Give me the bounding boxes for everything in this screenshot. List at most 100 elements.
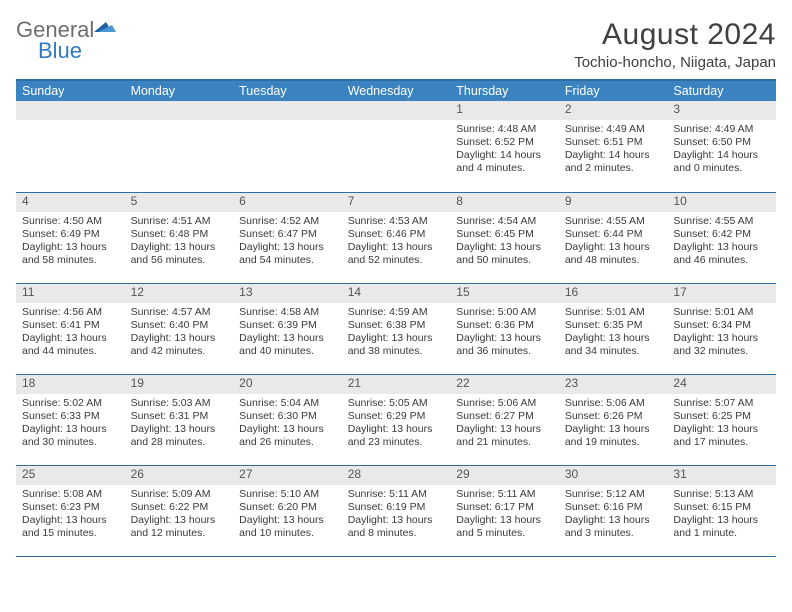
sunrise-text: Sunrise: 5:10 AM <box>239 488 336 501</box>
day-number: 12 <box>125 284 234 303</box>
day-number <box>342 101 451 120</box>
day-details: Sunrise: 4:49 AMSunset: 6:50 PMDaylight:… <box>667 120 776 179</box>
calendar-cell: 12Sunrise: 4:57 AMSunset: 6:40 PMDayligh… <box>125 283 234 374</box>
day-details: Sunrise: 5:01 AMSunset: 6:34 PMDaylight:… <box>667 303 776 362</box>
day-number: 8 <box>450 193 559 212</box>
day-details: Sunrise: 4:49 AMSunset: 6:51 PMDaylight:… <box>559 120 668 179</box>
calendar-cell: 3Sunrise: 4:49 AMSunset: 6:50 PMDaylight… <box>667 101 776 192</box>
daylight-text: Daylight: 13 hours and 40 minutes. <box>239 332 336 358</box>
sunset-text: Sunset: 6:42 PM <box>673 228 770 241</box>
calendar-cell: 21 Sunrise: 5:05 AMSunset: 6:29 PMDayligh… <box>342 374 451 465</box>
day-details: Sunrise: 4:48 AMSunset: 6:52 PMDaylight:… <box>450 120 559 179</box>
calendar-cell: 28Sunrise: 5:11 AMSunset: 6:19 PMDayligh… <box>342 465 451 556</box>
sunrise-text: Sunrise: 4:55 AM <box>565 215 662 228</box>
calendar-body: 1Sunrise: 4:48 AMSunset: 6:52 PMDaylight… <box>16 101 776 557</box>
daylight-text: Daylight: 13 hours and 50 minutes. <box>456 241 553 267</box>
calendar-cell: 2Sunrise: 4:49 AMSunset: 6:51 PMDaylight… <box>559 101 668 192</box>
sunset-text: Sunset: 6:45 PM <box>456 228 553 241</box>
daylight-text: Daylight: 13 hours and 12 minutes. <box>131 514 228 540</box>
calendar-cell: 20Sunrise: 5:04 AMSunset: 6:30 PMDayligh… <box>233 374 342 465</box>
calendar-cell: 10Sunrise: 4:55 AMSunset: 6:42 PMDayligh… <box>667 192 776 283</box>
daylight-text: Daylight: 13 hours and 23 minutes. <box>348 423 445 449</box>
day-number <box>233 101 342 120</box>
sunrise-text: Sunrise: 5:08 AM <box>22 488 119 501</box>
daylight-text: Daylight: 13 hours and 44 minutes. <box>22 332 119 358</box>
day-details: Sunrise: 4:55 AMSunset: 6:42 PMDaylight:… <box>667 212 776 271</box>
sunset-text: Sunset: 6:25 PM <box>673 410 770 423</box>
flag-icon <box>94 18 118 41</box>
weekday-tue: Tuesday <box>233 84 342 98</box>
day-details: Sunrise: 5:03 AMSunset: 6:31 PMDaylight:… <box>125 394 234 453</box>
daylight-text: Daylight: 13 hours and 42 minutes. <box>131 332 228 358</box>
daylight-text: Daylight: 13 hours and 48 minutes. <box>565 241 662 267</box>
sunset-text: Sunset: 6:46 PM <box>348 228 445 241</box>
calendar-cell <box>342 101 451 192</box>
day-number: 17 <box>667 284 776 303</box>
sunset-text: Sunset: 6:17 PM <box>456 501 553 514</box>
day-details: Sunrise: 5:11 AMSunset: 6:17 PMDaylight:… <box>450 485 559 544</box>
daylight-text: Daylight: 13 hours and 34 minutes. <box>565 332 662 358</box>
day-number: 22 <box>450 375 559 394</box>
day-number: 20 <box>233 375 342 394</box>
sunrise-text: Sunrise: 5:05 AM <box>348 397 445 410</box>
calendar-cell: 5Sunrise: 4:51 AMSunset: 6:48 PMDaylight… <box>125 192 234 283</box>
sunset-text: Sunset: 6:19 PM <box>348 501 445 514</box>
day-details: Sunrise: 4:59 AMSunset: 6:38 PMDaylight:… <box>342 303 451 362</box>
calendar-cell: 7Sunrise: 4:53 AMSunset: 6:46 PMDaylight… <box>342 192 451 283</box>
daylight-text: Daylight: 13 hours and 52 minutes. <box>348 241 445 267</box>
day-number: 26 <box>125 466 234 485</box>
calendar-page: General Blue August 2024 Tochio-honcho, … <box>0 0 792 557</box>
daylight-text: Daylight: 13 hours and 3 minutes. <box>565 514 662 540</box>
calendar-cell: 13Sunrise: 4:58 AMSunset: 6:39 PMDayligh… <box>233 283 342 374</box>
calendar-bottom-border <box>16 556 776 557</box>
day-details: Sunrise: 5:12 AMSunset: 6:16 PMDaylight:… <box>559 485 668 544</box>
sunset-text: Sunset: 6:35 PM <box>565 319 662 332</box>
daylight-text: Daylight: 13 hours and 32 minutes. <box>673 332 770 358</box>
day-number: 7 <box>342 193 451 212</box>
sunset-text: Sunset: 6:31 PM <box>131 410 228 423</box>
day-details: Sunrise: 5:10 AMSunset: 6:20 PMDaylight:… <box>233 485 342 544</box>
sunset-text: Sunset: 6:20 PM <box>239 501 336 514</box>
sunset-text: Sunset: 6:29 PM <box>348 410 445 423</box>
sunrise-text: Sunrise: 5:09 AM <box>131 488 228 501</box>
day-number: 14 <box>342 284 451 303</box>
calendar-cell: 26Sunrise: 5:09 AMSunset: 6:22 PMDayligh… <box>125 465 234 556</box>
sunrise-text: Sunrise: 4:49 AM <box>565 123 662 136</box>
day-number: 21 <box>342 375 451 394</box>
day-details: Sunrise: 5:06 AMSunset: 6:27 PMDaylight:… <box>450 394 559 453</box>
daylight-text: Daylight: 13 hours and 56 minutes. <box>131 241 228 267</box>
day-number: 19 <box>125 375 234 394</box>
calendar-cell: 22Sunrise: 5:06 AMSunset: 6:27 PMDayligh… <box>450 374 559 465</box>
day-details: Sunrise: 4:50 AMSunset: 6:49 PMDaylight:… <box>16 212 125 271</box>
sunrise-text: Sunrise: 4:58 AM <box>239 306 336 319</box>
calendar-cell: 6Sunrise: 4:52 AMSunset: 6:47 PMDaylight… <box>233 192 342 283</box>
calendar-cell <box>233 101 342 192</box>
daylight-text: Daylight: 13 hours and 58 minutes. <box>22 241 119 267</box>
sunrise-text: Sunrise: 4:54 AM <box>456 215 553 228</box>
day-details: Sunrise: 5:00 AMSunset: 6:36 PMDaylight:… <box>450 303 559 362</box>
sunset-text: Sunset: 6:51 PM <box>565 136 662 149</box>
sunrise-text: Sunrise: 5:06 AM <box>565 397 662 410</box>
sunrise-text: Sunrise: 5:11 AM <box>456 488 553 501</box>
day-number: 13 <box>233 284 342 303</box>
title-block: August 2024 Tochio-honcho, Niigata, Japa… <box>574 18 776 71</box>
day-details: Sunrise: 5:06 AMSunset: 6:26 PMDaylight:… <box>559 394 668 453</box>
sunset-text: Sunset: 6:38 PM <box>348 319 445 332</box>
day-number: 4 <box>16 193 125 212</box>
day-number: 2 <box>559 101 668 120</box>
daylight-text: Daylight: 13 hours and 54 minutes. <box>239 241 336 267</box>
weekday-fri: Friday <box>559 84 668 98</box>
daylight-text: Daylight: 13 hours and 1 minute. <box>673 514 770 540</box>
day-number: 25 <box>16 466 125 485</box>
day-details: Sunrise: 4:52 AMSunset: 6:47 PMDaylight:… <box>233 212 342 271</box>
daylight-text: Daylight: 13 hours and 5 minutes. <box>456 514 553 540</box>
calendar-cell: 23Sunrise: 5:06 AMSunset: 6:26 PMDayligh… <box>559 374 668 465</box>
daylight-text: Daylight: 13 hours and 28 minutes. <box>131 423 228 449</box>
calendar-cell: 1Sunrise: 4:48 AMSunset: 6:52 PMDaylight… <box>450 101 559 192</box>
sunset-text: Sunset: 6:47 PM <box>239 228 336 241</box>
sunrise-text: Sunrise: 4:50 AM <box>22 215 119 228</box>
calendar-weekday-header: Sunday Monday Tuesday Wednesday Thursday… <box>16 79 776 101</box>
day-details: Sunrise: 4:58 AMSunset: 6:39 PMDaylight:… <box>233 303 342 362</box>
day-details: Sunrise: 4:57 AMSunset: 6:40 PMDaylight:… <box>125 303 234 362</box>
daylight-text: Daylight: 13 hours and 10 minutes. <box>239 514 336 540</box>
